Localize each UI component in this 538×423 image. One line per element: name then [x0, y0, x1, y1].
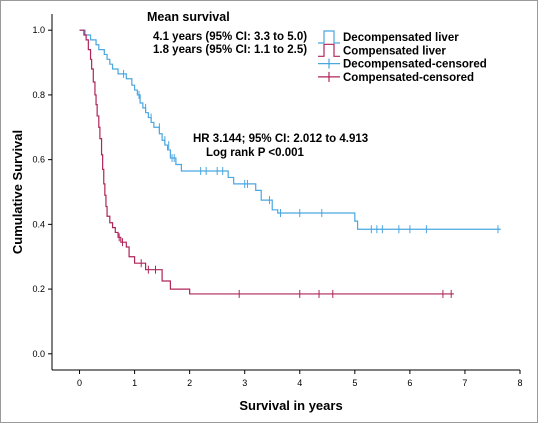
x-ticks: 0 1 2 3 4 5 6 7 8: [77, 370, 523, 388]
y-tick-label: 0.0: [32, 349, 45, 359]
x-tick-label: 6: [407, 378, 412, 388]
x-tick-label: 7: [462, 378, 467, 388]
legend-item: Compensated liver: [318, 43, 446, 57]
mean-survival-compensated: 1.8 years (95% CI: 1.1 to 2.5): [153, 44, 307, 56]
x-tick-label: 3: [242, 378, 247, 388]
mean-survival-title: Mean survival: [147, 10, 230, 24]
x-tick-label: 4: [297, 378, 302, 388]
y-tick-label: 0.4: [32, 219, 45, 229]
y-tick-label: 1.0: [32, 25, 45, 35]
legend-label: Decompensated liver: [343, 32, 459, 44]
legend-line-swatch: [318, 43, 340, 57]
x-tick-label: 2: [187, 378, 192, 388]
x-axis-label: Survival in years: [239, 398, 342, 413]
compensated-liver-curve: [79, 29, 454, 295]
legend-label: Compensated-censored: [343, 72, 474, 84]
decompensated-liver-curve: [79, 29, 501, 230]
y-ticks: 0.0 0.2 0.4 0.6 0.8 1.0: [32, 25, 52, 359]
y-axis-label: Cumulative Survival: [10, 130, 25, 254]
y-tick-label: 0.2: [32, 284, 45, 294]
x-tick-label: 1: [132, 378, 137, 388]
x-tick-label: 5: [352, 378, 357, 388]
censor-layer: [118, 69, 499, 298]
log-rank-annotation: Log rank P <0.001: [206, 147, 305, 159]
y-tick-label: 0.6: [32, 155, 45, 165]
legend-line-swatch: [318, 30, 340, 44]
y-tick-label: 0.8: [32, 90, 45, 100]
hazard-ratio-annotation: HR 3.144; 95% CI: 2.012 to 4.913: [193, 133, 368, 145]
x-tick-label: 0: [77, 378, 82, 388]
legend-label: Decompensated-censored: [343, 59, 487, 71]
legend-item: Compensated-censored: [318, 71, 474, 84]
legend-item: Decompensated liver: [318, 30, 459, 44]
series-layer: [79, 29, 501, 295]
axes: [51, 14, 520, 371]
legend-label: Compensated liver: [343, 45, 446, 57]
legend-item: Decompensated-censored: [318, 58, 487, 71]
x-tick-label: 8: [517, 378, 522, 388]
mean-survival-decompensated: 4.1 years (95% CI: 3.3 to 5.0): [153, 31, 307, 43]
